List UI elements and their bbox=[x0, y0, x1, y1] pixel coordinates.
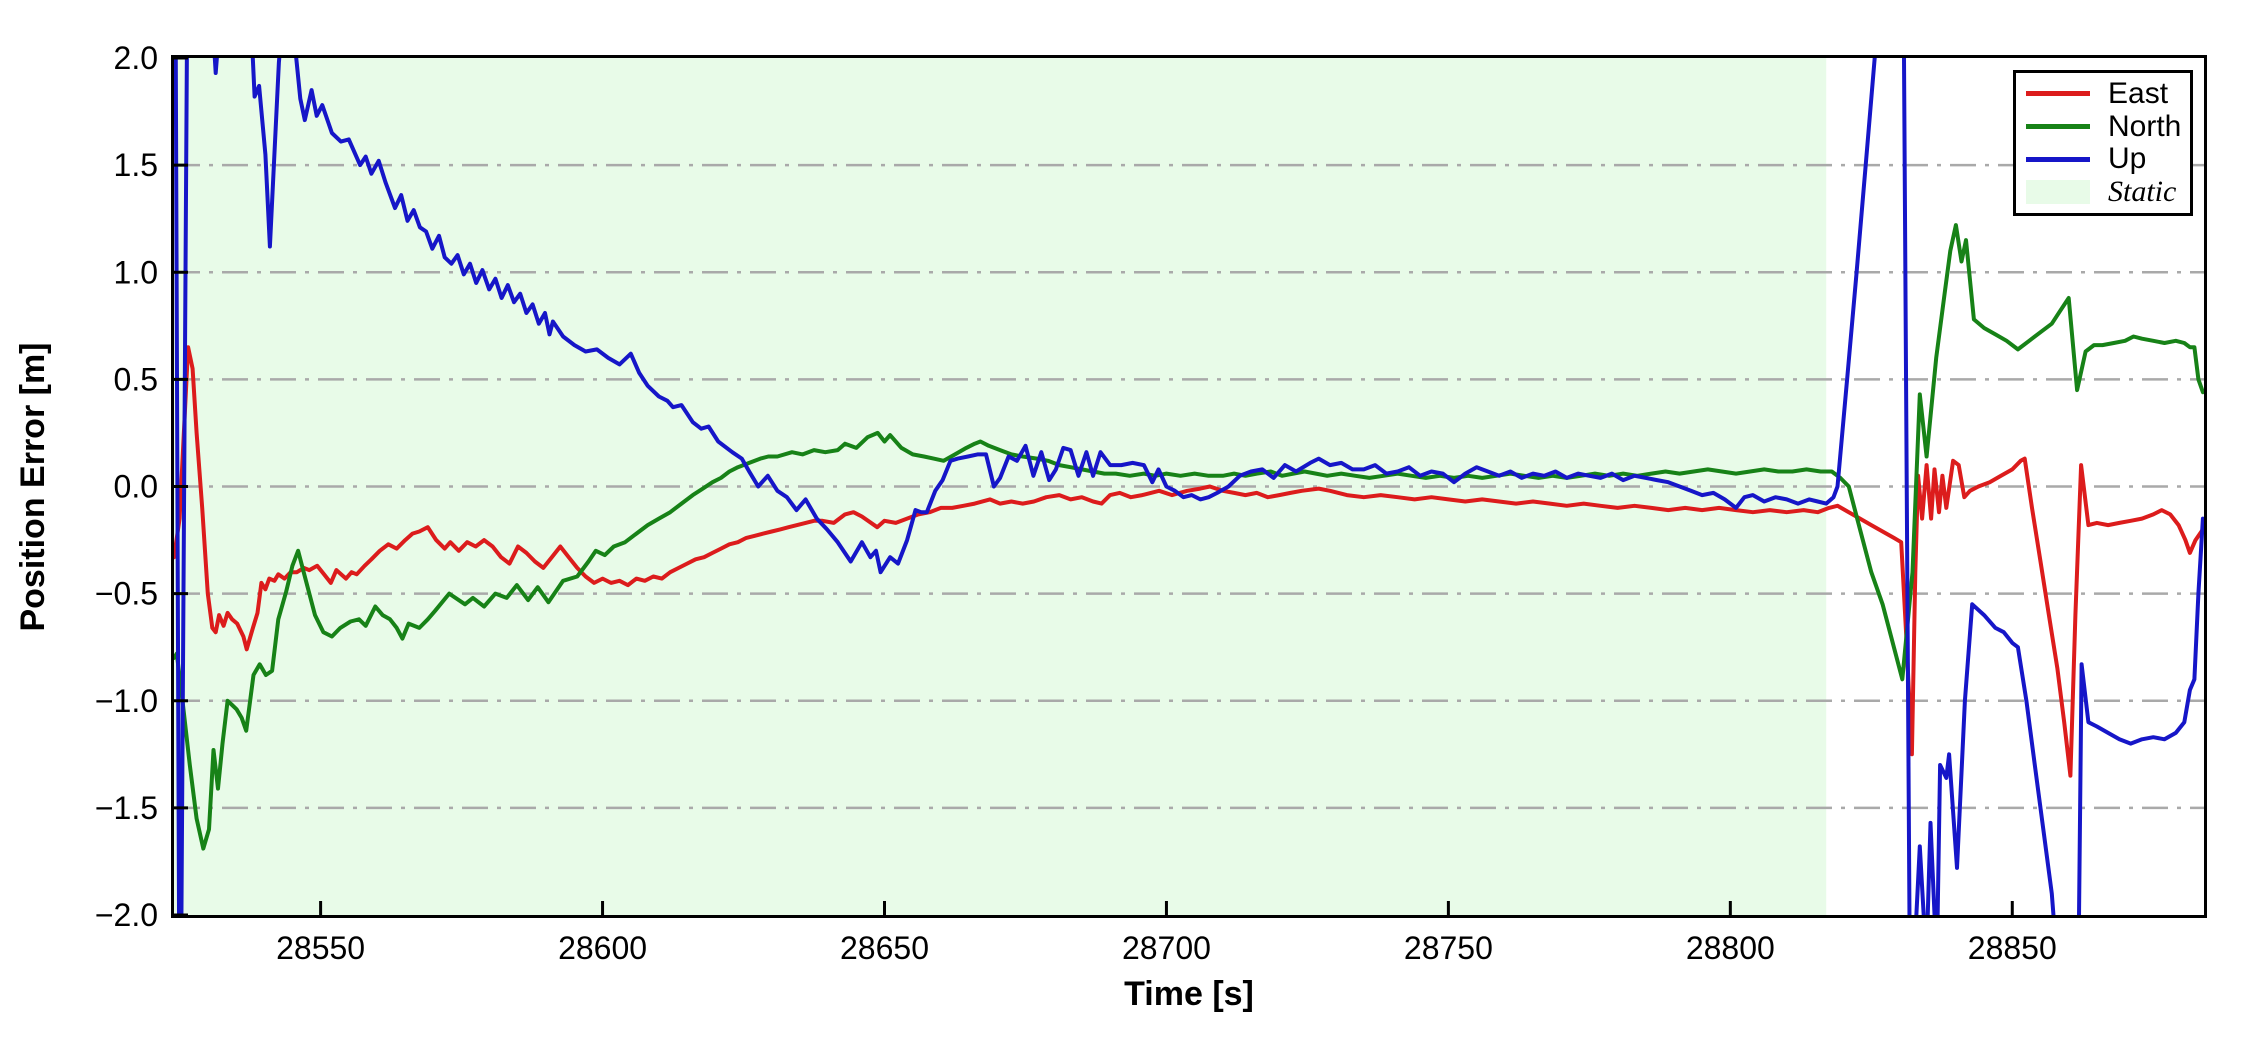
legend-label-up: Up bbox=[2108, 142, 2147, 176]
x-tick-label: 28550 bbox=[276, 930, 365, 966]
north-line-swatch bbox=[2026, 124, 2090, 130]
east-line-swatch bbox=[2026, 91, 2090, 97]
series-up-line bbox=[174, 58, 2204, 915]
x-tick-label: 28700 bbox=[1122, 930, 1211, 966]
x-axis-label: Time [s] bbox=[1124, 975, 1254, 1013]
x-tick-label: 28800 bbox=[1686, 930, 1775, 966]
legend-item-static: Static bbox=[2016, 176, 2190, 208]
y-tick-label: −1.5 bbox=[95, 790, 158, 826]
y-tick-label: −0.5 bbox=[95, 576, 158, 612]
y-tick-label: 2.0 bbox=[114, 40, 158, 76]
legend-item-north: North bbox=[2016, 111, 2190, 143]
series-east-line bbox=[174, 345, 2204, 778]
up-line-swatch bbox=[2026, 156, 2090, 162]
series-north-line bbox=[174, 223, 2204, 851]
legend: East North Up Static bbox=[2013, 70, 2193, 216]
y-axis-label: Position Error [m] bbox=[14, 342, 52, 632]
legend-label-east: East bbox=[2108, 76, 2169, 110]
y-tick-label: 0.5 bbox=[114, 361, 158, 397]
legend-item-up: Up bbox=[2016, 143, 2190, 175]
y-tick-label: 1.0 bbox=[114, 254, 158, 290]
y-tick-label: 1.5 bbox=[114, 147, 158, 183]
legend-label-north: North bbox=[2108, 109, 2182, 143]
static-region-swatch bbox=[2026, 180, 2090, 205]
y-tick-label: 0.0 bbox=[114, 469, 158, 505]
y-tick-label: −1.0 bbox=[95, 683, 158, 719]
x-tick-label: 28600 bbox=[558, 930, 647, 966]
x-tick-label: 28650 bbox=[840, 930, 929, 966]
legend-label-static: Static bbox=[2108, 175, 2177, 209]
plot-border bbox=[171, 55, 2207, 918]
y-tick-label: −2.0 bbox=[95, 897, 158, 933]
x-tick-label: 28850 bbox=[1968, 930, 2057, 966]
legend-item-east: East bbox=[2016, 78, 2190, 110]
x-tick-label: 28750 bbox=[1404, 930, 1493, 966]
